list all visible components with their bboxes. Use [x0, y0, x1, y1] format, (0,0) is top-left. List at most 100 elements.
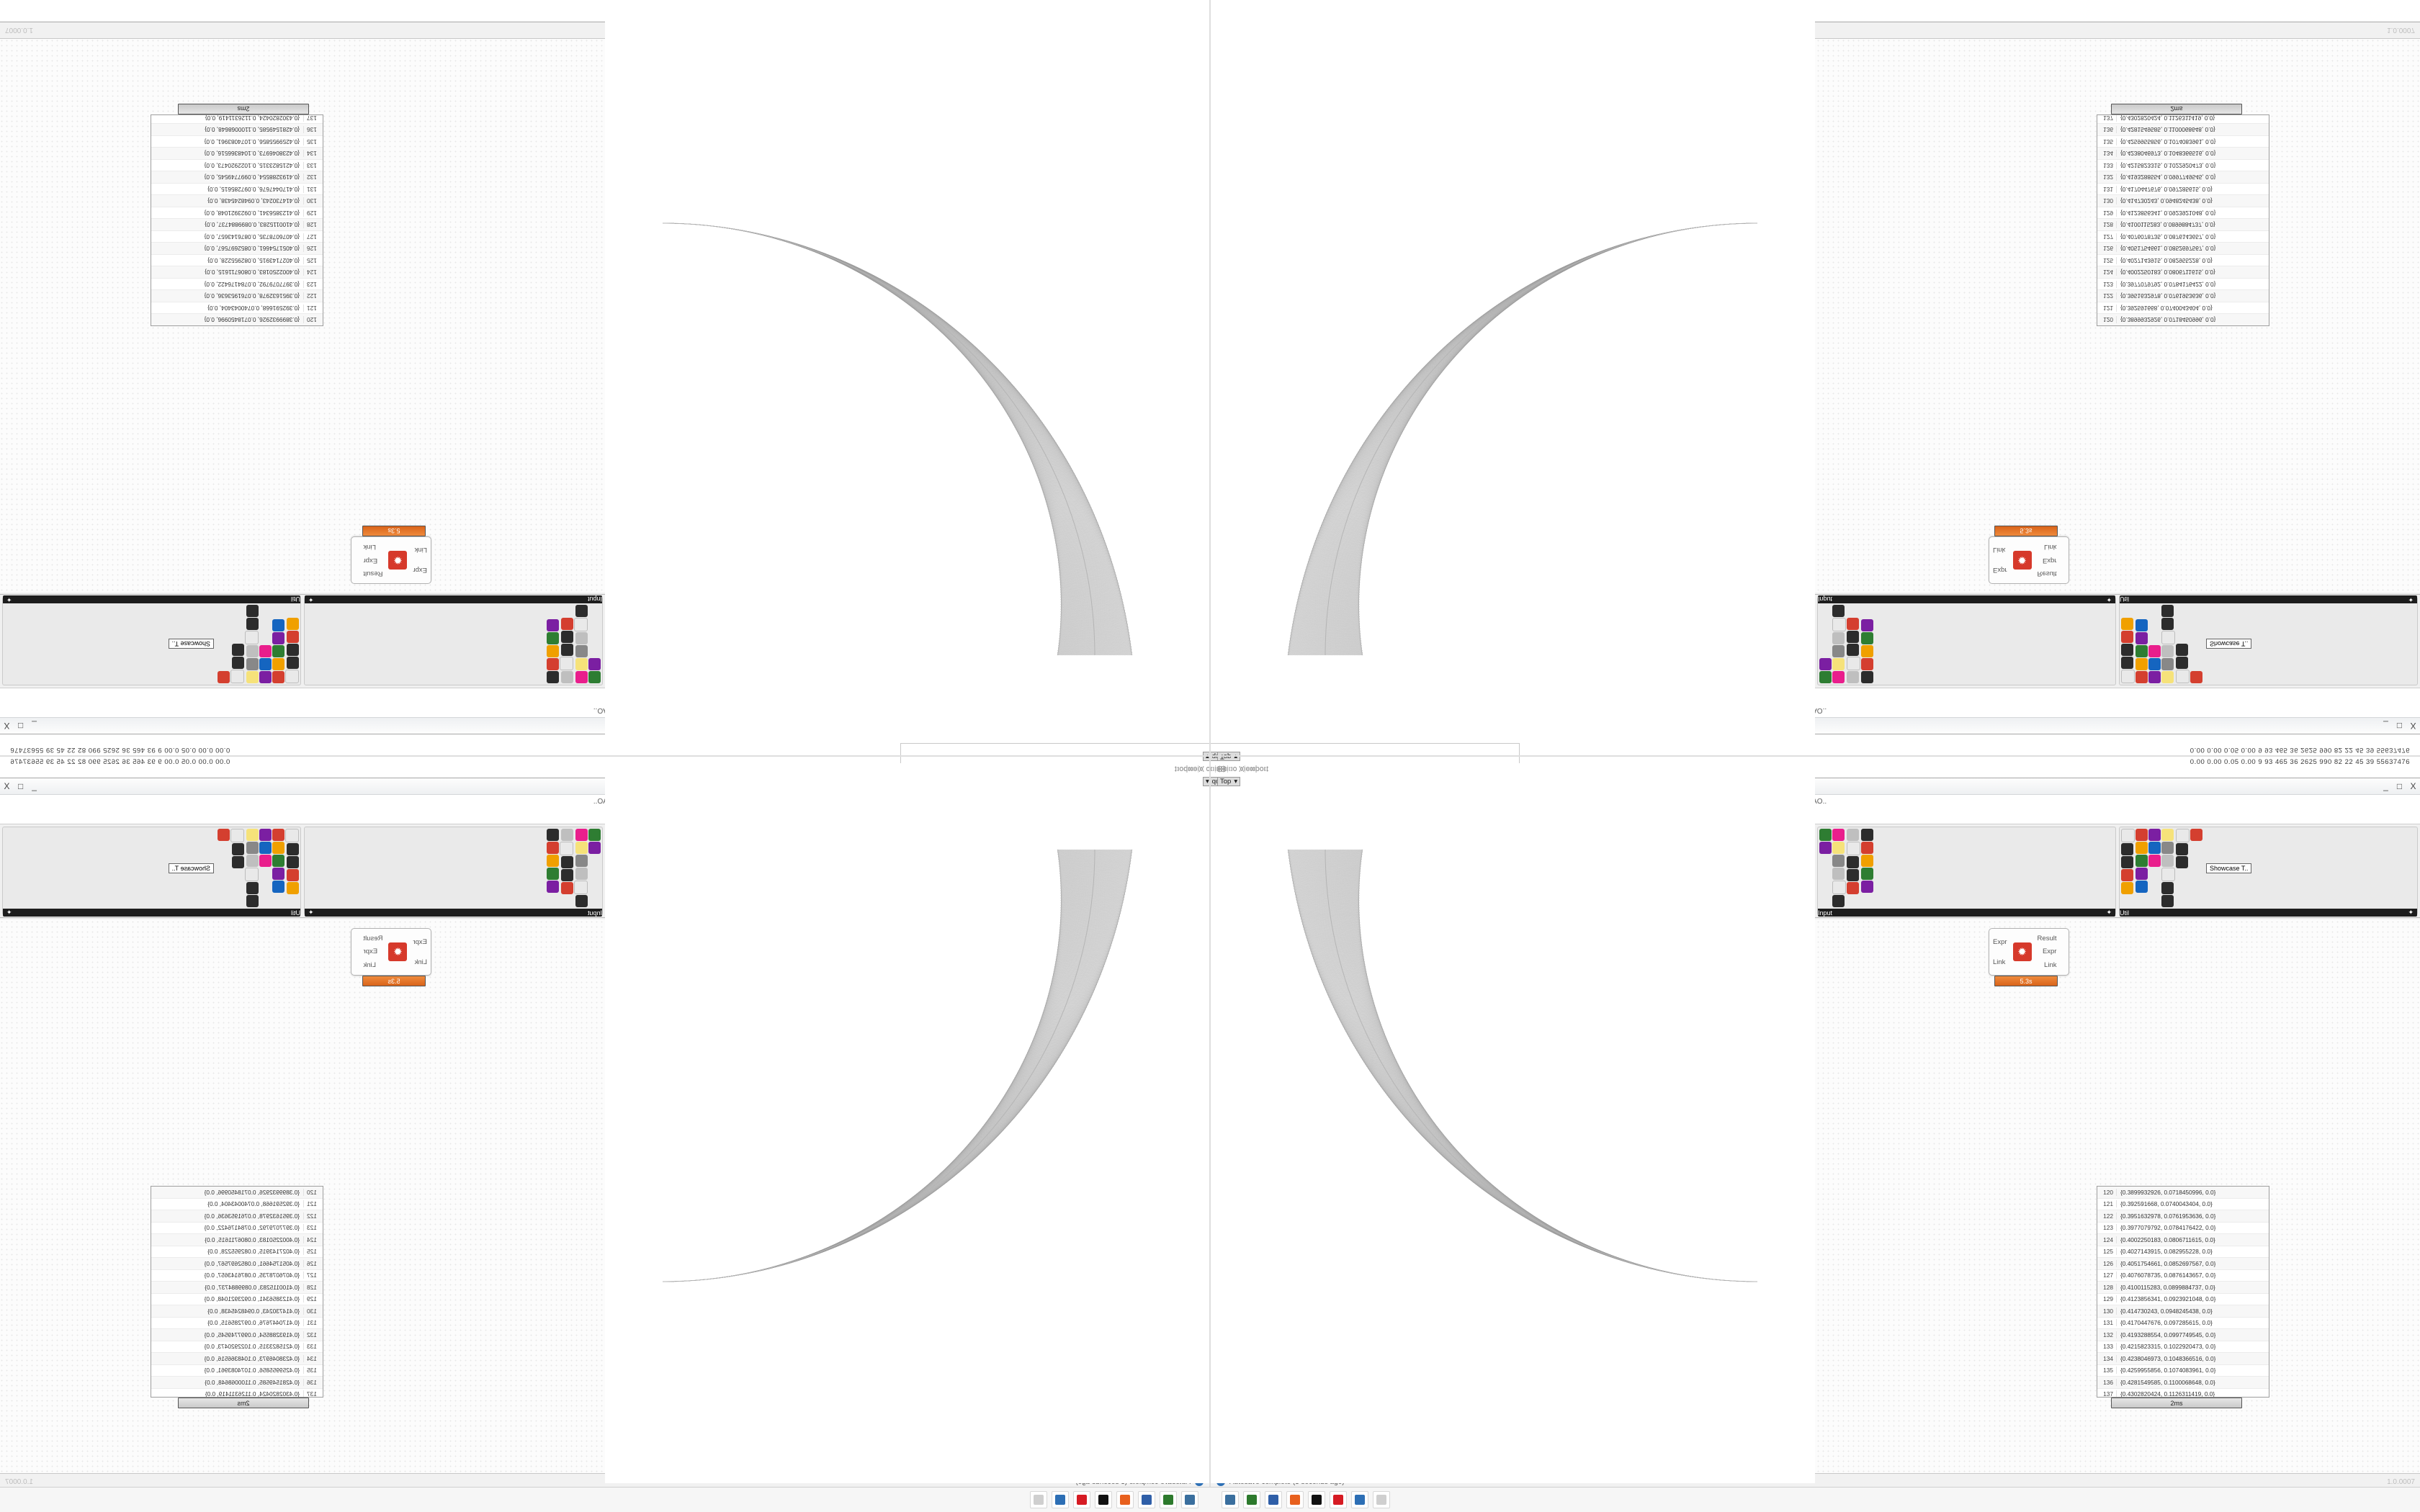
component-icon[interactable]: [547, 881, 559, 893]
component-icon[interactable]: [1832, 881, 1846, 894]
component-icon[interactable]: [574, 618, 588, 631]
component-icon[interactable]: [588, 658, 601, 670]
component-icon[interactable]: [1847, 631, 1859, 643]
component-icon[interactable]: [246, 842, 259, 854]
component-icon[interactable]: [259, 645, 272, 657]
component-icon[interactable]: [1832, 632, 1845, 644]
component-icon[interactable]: [272, 619, 284, 631]
save-taskbar-icon[interactable]: [1265, 1491, 1282, 1508]
component-icon[interactable]: [1861, 829, 1873, 841]
component-icon[interactable]: [2121, 618, 2133, 630]
component-icon[interactable]: [2176, 644, 2188, 656]
monitor-taskbar-icon[interactable]: [1222, 1491, 1239, 1508]
port-link-out[interactable]: Link: [363, 542, 376, 551]
port-expr-out[interactable]: Expr: [2042, 556, 2057, 564]
component-icon[interactable]: [1847, 829, 1859, 841]
minimize-button[interactable]: _: [32, 721, 37, 731]
component-icon[interactable]: [2121, 657, 2133, 669]
data-output-panel[interactable]: 120 {0.3899932926, 0.0718450996, 0.0} 121{…: [2097, 1186, 2269, 1398]
component-icon[interactable]: [218, 829, 230, 841]
component-icon[interactable]: [287, 856, 299, 868]
maximize-button[interactable]: □: [17, 781, 24, 791]
chevron-down-icon[interactable]: ▾: [1234, 778, 1238, 786]
terminal-taskbar-icon[interactable]: [1160, 1491, 1177, 1508]
component-icon[interactable]: [2121, 882, 2133, 894]
component-icon[interactable]: [1847, 644, 1859, 656]
component-icon[interactable]: [2121, 869, 2133, 881]
component-icon[interactable]: [2136, 842, 2148, 854]
component-icon[interactable]: [230, 670, 244, 683]
ribbon-group-expander[interactable]: ✦: [2106, 909, 2112, 916]
component-icon[interactable]: [1832, 605, 1845, 617]
component-icon[interactable]: [1819, 842, 1832, 854]
component-icon[interactable]: [2148, 855, 2161, 867]
component-icon[interactable]: [1847, 882, 1859, 894]
explorer-taskbar-icon[interactable]: [1351, 1491, 1368, 1508]
component-icon[interactable]: [245, 868, 259, 881]
port-result-out[interactable]: Result: [2037, 570, 2057, 578]
component-icon[interactable]: [2161, 895, 2174, 907]
minimize-button[interactable]: _: [32, 781, 37, 791]
component-icon[interactable]: [245, 631, 259, 644]
port-link-in[interactable]: Link: [414, 958, 427, 966]
component-icon[interactable]: [246, 671, 259, 683]
component-icon[interactable]: [230, 829, 244, 842]
component-icon[interactable]: [575, 868, 588, 880]
component-icon[interactable]: [575, 645, 588, 657]
close-button[interactable]: X: [4, 721, 10, 731]
component-icon[interactable]: [1861, 658, 1873, 670]
inkscape-taskbar-icon[interactable]: [1308, 1491, 1325, 1508]
node-wolfram-evaluate[interactable]: Expr Link ✹ Result Expr Link: [351, 928, 431, 976]
component-icon[interactable]: [2161, 882, 2174, 894]
component-icon[interactable]: [1847, 856, 1859, 868]
component-icon[interactable]: [2136, 632, 2148, 644]
component-icon[interactable]: [2148, 829, 2161, 841]
chevron-down-icon[interactable]: ▾: [1205, 778, 1209, 786]
component-icon[interactable]: [287, 631, 299, 643]
port-expr-in[interactable]: Expr: [1993, 937, 2007, 946]
port-expr-out[interactable]: Expr: [2042, 948, 2057, 956]
component-icon[interactable]: [285, 670, 299, 683]
component-icon[interactable]: [272, 671, 284, 683]
component-icon[interactable]: [246, 829, 259, 841]
component-icon[interactable]: [588, 829, 601, 841]
component-icon[interactable]: [2121, 644, 2133, 656]
component-icon[interactable]: [246, 855, 259, 867]
data-output-panel[interactable]: 120 {0.3899932926, 0.0718450996, 0.0} 121{…: [151, 114, 323, 326]
component-icon[interactable]: [287, 657, 299, 669]
component-icon[interactable]: [2136, 829, 2148, 841]
data-output-panel[interactable]: 120 {0.3899932926, 0.0718450996, 0.0} 121{…: [151, 1186, 323, 1398]
data-output-panel[interactable]: 120 {0.3899932926, 0.0718450996, 0.0} 121{…: [2097, 114, 2269, 326]
component-icon[interactable]: [1832, 868, 1845, 880]
component-icon[interactable]: [2190, 671, 2202, 683]
close-button[interactable]: X: [2410, 781, 2416, 791]
component-icon[interactable]: [272, 855, 284, 867]
component-icon[interactable]: [1847, 842, 1860, 855]
save-taskbar-icon[interactable]: [1138, 1491, 1155, 1508]
component-icon[interactable]: [561, 671, 573, 683]
explorer-taskbar-icon[interactable]: [1052, 1491, 1069, 1508]
component-icon[interactable]: [1832, 895, 1845, 907]
component-icon[interactable]: [246, 895, 259, 907]
viewport-top-left[interactable]: [605, 22, 1210, 742]
component-icon[interactable]: [561, 644, 573, 656]
component-icon[interactable]: [232, 644, 244, 656]
component-icon[interactable]: [1832, 671, 1845, 683]
component-icon[interactable]: [2176, 829, 2190, 842]
port-link-in[interactable]: Link: [1993, 546, 2006, 554]
component-icon[interactable]: [2148, 671, 2161, 683]
component-icon[interactable]: [2121, 631, 2133, 643]
component-icon[interactable]: [1861, 842, 1873, 854]
component-icon[interactable]: [2148, 645, 2161, 657]
component-icon[interactable]: [588, 842, 601, 854]
component-icon[interactable]: [2161, 618, 2174, 630]
component-icon[interactable]: [1861, 855, 1873, 867]
rhino-taskbar-icon[interactable]: [1030, 1491, 1047, 1508]
component-icon[interactable]: [2161, 658, 2174, 670]
component-icon[interactable]: [2136, 619, 2148, 631]
component-icon[interactable]: [1861, 671, 1873, 683]
component-icon[interactable]: [588, 671, 601, 683]
component-icon[interactable]: [1819, 671, 1832, 683]
component-icon[interactable]: [547, 632, 559, 644]
firefox-taskbar-icon[interactable]: [1116, 1491, 1134, 1508]
